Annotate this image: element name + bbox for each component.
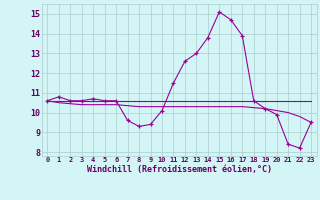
X-axis label: Windchill (Refroidissement éolien,°C): Windchill (Refroidissement éolien,°C) (87, 165, 272, 174)
